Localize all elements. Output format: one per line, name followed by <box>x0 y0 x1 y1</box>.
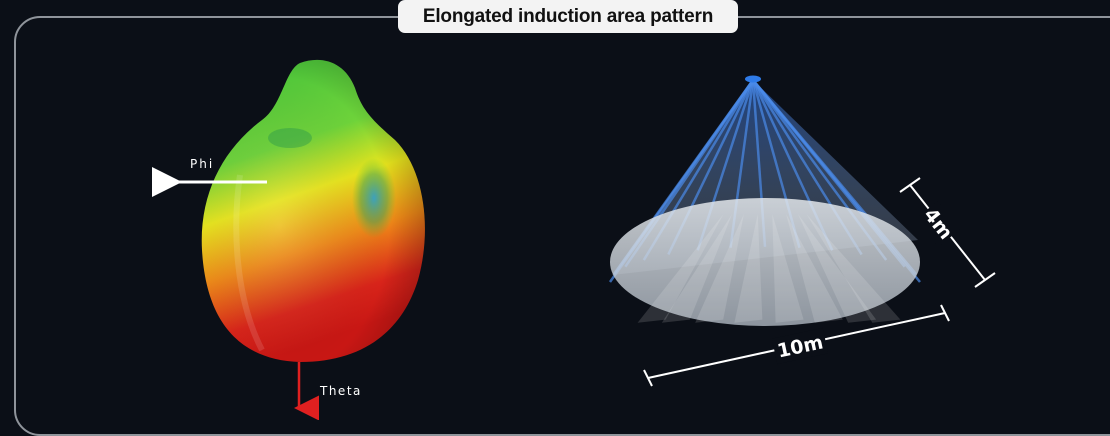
phi-label: Phi <box>190 157 214 171</box>
sensor-head <box>745 75 761 83</box>
diagram-canvas: Phi Theta 4m <box>14 0 1110 436</box>
floor-beam <box>637 214 724 323</box>
floor-beam <box>734 214 763 323</box>
floor-beam <box>786 214 843 323</box>
diagram-title: Elongated induction area pattern <box>398 0 738 33</box>
theta-label: Theta <box>319 384 362 398</box>
coverage-cone: 4m 10m <box>608 75 996 387</box>
floor-beam <box>797 214 877 323</box>
floor-beam <box>806 214 901 323</box>
cone-floor <box>610 198 920 326</box>
width-label: 10m <box>775 331 825 362</box>
floor-beam <box>772 214 804 323</box>
lobe-dent <box>352 158 396 238</box>
diagram-illustration: Phi Theta 4m <box>152 59 996 420</box>
radiation-pattern: Phi Theta <box>152 59 425 420</box>
floor-beam <box>661 214 733 323</box>
floor-beam <box>695 214 744 323</box>
